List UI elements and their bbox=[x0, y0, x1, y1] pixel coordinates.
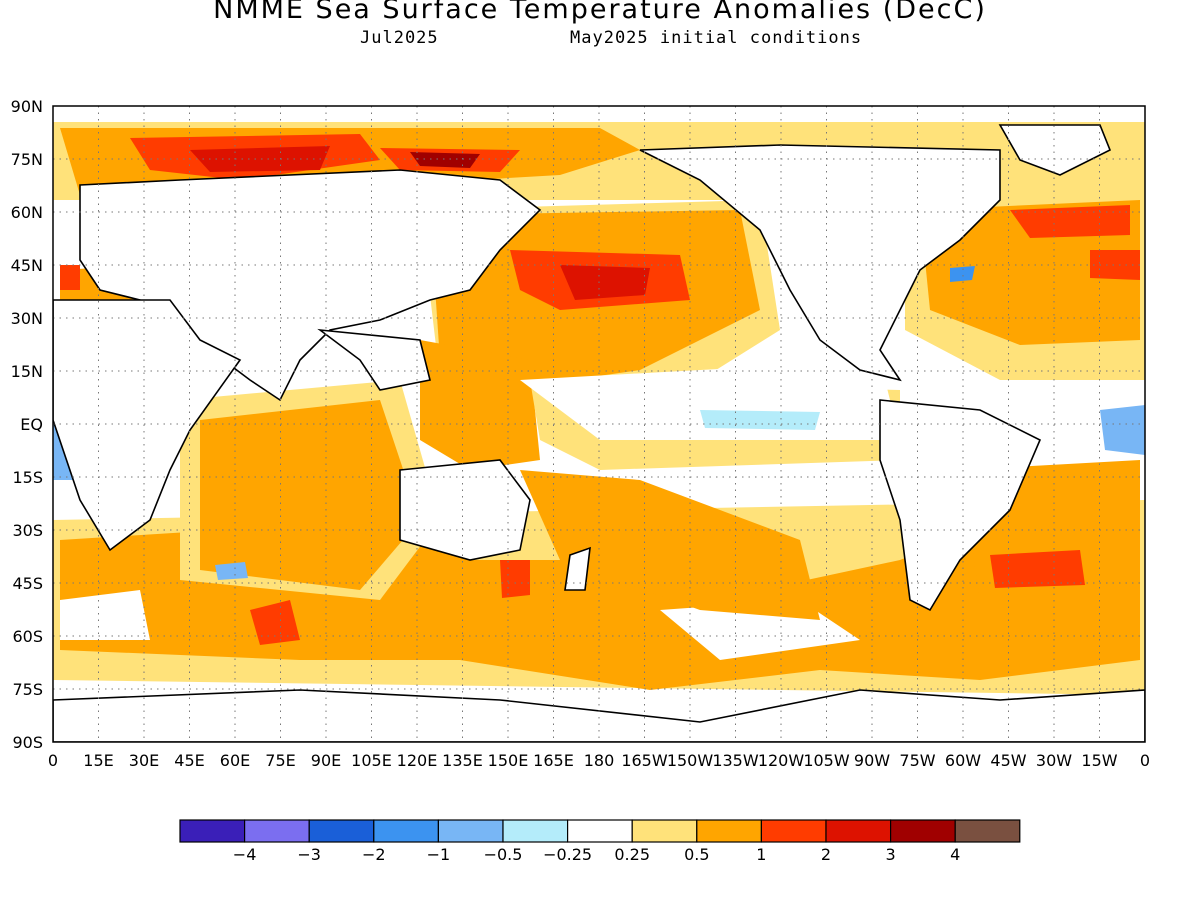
lat-tick-label: 75N bbox=[11, 150, 43, 169]
longitude-labels: 0 15E 30E 45E 60E 75E 90E 105E 120E 135E 150E 165E 1… bbox=[48, 751, 1150, 770]
colorbar: −4 −3 −2 −1 −0.5 −0.25 0.25 0.5 1 2 3 4 bbox=[179, 819, 1021, 864]
lon-tick-label: 90E bbox=[311, 751, 341, 770]
lon-tick-label: 30E bbox=[129, 751, 159, 770]
south-pacific-anomaly bbox=[520, 470, 820, 620]
colorbar-swatch bbox=[502, 819, 569, 843]
south-atlantic-neutral bbox=[60, 590, 150, 640]
north-america bbox=[639, 144, 1001, 382]
colorbar-swatch bbox=[954, 819, 1021, 843]
colorbar-tick-label: −0.5 bbox=[484, 845, 523, 864]
map-frame bbox=[52, 105, 1146, 743]
lat-tick-label: 90N bbox=[11, 97, 43, 116]
colorbar-swatch bbox=[760, 819, 827, 843]
colorbar-swatch bbox=[631, 819, 698, 843]
latitude-labels: 90N 75N 60N 45N 30N 15N EQ 15S 30S 45S 60S 75S 90S bbox=[11, 97, 43, 752]
colorbar-swatch bbox=[696, 819, 762, 843]
lon-tick-label: 120W bbox=[758, 751, 805, 770]
colorbar-tick-label: −1 bbox=[427, 845, 451, 864]
lon-tick-label: 0 bbox=[48, 751, 58, 770]
indian-cool-spot bbox=[215, 562, 248, 580]
colorbar-tick-label: −3 bbox=[297, 845, 321, 864]
kara-anomaly bbox=[190, 146, 330, 172]
lon-tick-label: 60E bbox=[220, 751, 250, 770]
lat-tick-label: 60N bbox=[11, 203, 43, 222]
chart-title: NMME Sea Surface Temperature Anomalies (… bbox=[213, 0, 987, 25]
lon-tick-label: 135W bbox=[712, 751, 759, 770]
indochina bbox=[317, 328, 431, 391]
lon-tick-label: 180 bbox=[584, 751, 615, 770]
lon-tick-label: 105W bbox=[803, 751, 850, 770]
australia bbox=[399, 459, 531, 561]
south-america bbox=[879, 399, 1042, 612]
lat-tick-label: 30S bbox=[12, 521, 43, 540]
colorbar-tick-label: 1 bbox=[756, 845, 766, 864]
dotted-grid bbox=[53, 106, 1145, 742]
lat-tick-label: 45S bbox=[12, 574, 43, 593]
colorbar-tick-label: −0.25 bbox=[543, 845, 592, 864]
lon-tick-label: 165W bbox=[621, 751, 668, 770]
lat-tick-label: 15N bbox=[11, 362, 43, 381]
south-atlantic-hotspot bbox=[990, 550, 1085, 588]
colorbar-swatch bbox=[566, 819, 633, 843]
colorbar-tick-label: 2 bbox=[821, 845, 831, 864]
lat-tick-label: 90S bbox=[12, 733, 43, 752]
north-pacific-core bbox=[560, 265, 650, 300]
colorbar-tick-label: 0.25 bbox=[614, 845, 650, 864]
lon-tick-label: 15E bbox=[83, 751, 113, 770]
lat-tick-label: EQ bbox=[20, 415, 43, 434]
colorbar-swatch bbox=[825, 819, 892, 843]
lon-tick-label: 45W bbox=[990, 751, 1026, 770]
lon-tick-label: 165E bbox=[533, 751, 574, 770]
lat-tick-label: 30N bbox=[11, 309, 43, 328]
lon-tick-label: 45E bbox=[174, 751, 204, 770]
colorbar-tick-label: 3 bbox=[886, 845, 896, 864]
indian-southern-hotspot bbox=[250, 600, 300, 645]
initial-conditions: May2025 initial conditions bbox=[570, 28, 863, 48]
colorbar-swatch bbox=[373, 819, 439, 843]
lon-tick-label: 75E bbox=[265, 751, 295, 770]
north-atlantic-hotspot bbox=[1010, 205, 1130, 238]
antarctica bbox=[53, 689, 1145, 742]
lat-tick-label: 75S bbox=[12, 680, 43, 699]
lat-tick-label: 15S bbox=[12, 468, 43, 487]
lon-tick-label: 150E bbox=[488, 751, 529, 770]
indian-ocean-anomaly bbox=[200, 400, 420, 590]
colorbar-swatch bbox=[179, 819, 246, 843]
colorbar-tick-label: −2 bbox=[362, 845, 386, 864]
lon-tick-label: 75W bbox=[899, 751, 935, 770]
colorbar-tick-label: −4 bbox=[233, 845, 257, 864]
target-month: Jul2025 bbox=[360, 28, 439, 48]
lon-tick-label: 120E bbox=[397, 751, 438, 770]
lon-tick-label: 0 bbox=[1140, 751, 1150, 770]
colorbar-tick-label: 0.5 bbox=[684, 845, 709, 864]
iberia-hotspot bbox=[1090, 250, 1140, 280]
greenland bbox=[998, 124, 1112, 176]
lon-tick-label: 150W bbox=[667, 751, 714, 770]
landmasses bbox=[53, 124, 1145, 742]
colorbar-swatch bbox=[889, 819, 956, 843]
west-pacific-warm-pool bbox=[420, 340, 540, 470]
colorbar-swatch bbox=[244, 819, 310, 843]
colorbar-tick-label: 4 bbox=[950, 845, 960, 864]
lon-tick-label: 15W bbox=[1081, 751, 1117, 770]
lat-tick-label: 60S bbox=[12, 627, 43, 646]
equatorial-pacific-cool bbox=[700, 410, 820, 430]
lon-tick-label: 135E bbox=[442, 751, 483, 770]
lon-tick-label: 90W bbox=[854, 751, 890, 770]
guinea-cool-spot-east bbox=[1100, 405, 1145, 455]
lon-tick-label: 60W bbox=[945, 751, 981, 770]
lon-tick-label: 30W bbox=[1036, 751, 1072, 770]
western-mediterranean-hotspot bbox=[60, 265, 80, 290]
tasman-hotspot bbox=[500, 560, 530, 598]
lat-tick-label: 45N bbox=[11, 256, 43, 275]
lon-tick-label: 105E bbox=[351, 751, 392, 770]
colorbar-swatch bbox=[308, 819, 375, 843]
colorbar-swatch bbox=[437, 819, 504, 843]
new-zealand bbox=[564, 546, 591, 591]
gulf-stream-cool-spot bbox=[950, 266, 975, 282]
africa bbox=[53, 299, 242, 552]
laptev-core bbox=[410, 152, 480, 168]
